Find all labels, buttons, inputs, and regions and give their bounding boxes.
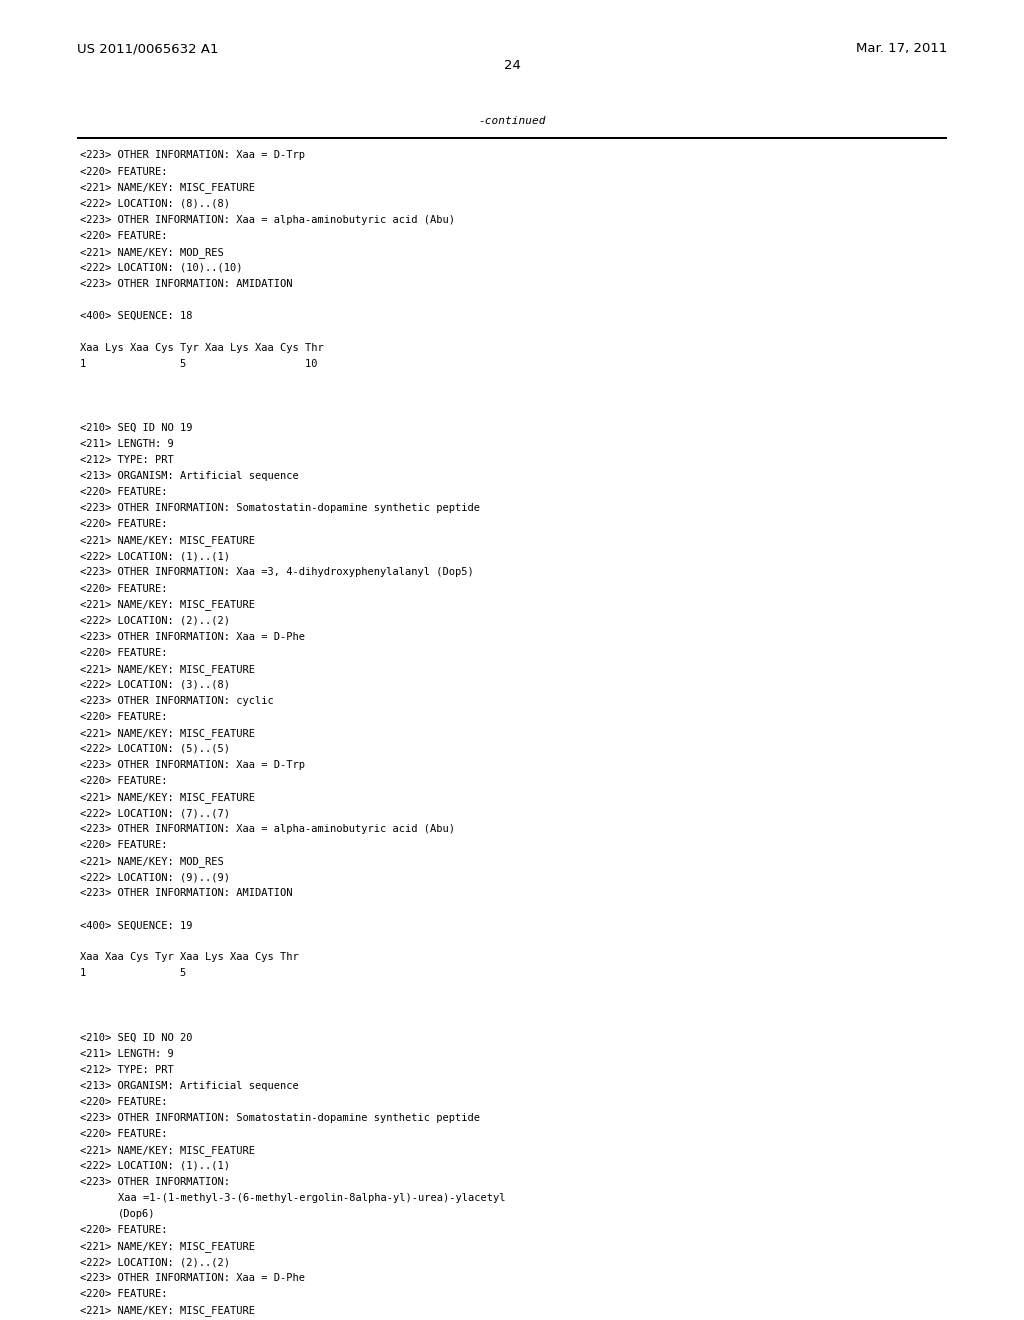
Text: <222> LOCATION: (5)..(5): <222> LOCATION: (5)..(5): [80, 744, 229, 754]
Text: Xaa Lys Xaa Cys Tyr Xaa Lys Xaa Cys Thr: Xaa Lys Xaa Cys Tyr Xaa Lys Xaa Cys Thr: [80, 343, 324, 352]
Text: <223> OTHER INFORMATION: AMIDATION: <223> OTHER INFORMATION: AMIDATION: [80, 279, 293, 289]
Text: <220> FEATURE:: <220> FEATURE:: [80, 711, 167, 722]
Text: <220> FEATURE:: <220> FEATURE:: [80, 583, 167, 594]
Text: <222> LOCATION: (9)..(9): <222> LOCATION: (9)..(9): [80, 873, 229, 882]
Text: <223> OTHER INFORMATION: Xaa = D-Trp: <223> OTHER INFORMATION: Xaa = D-Trp: [80, 760, 305, 770]
Text: <210> SEQ ID NO 20: <210> SEQ ID NO 20: [80, 1032, 193, 1043]
Text: -continued: -continued: [478, 116, 546, 127]
Text: <223> OTHER INFORMATION: Xaa = D-Phe: <223> OTHER INFORMATION: Xaa = D-Phe: [80, 1272, 305, 1283]
Text: <220> FEATURE:: <220> FEATURE:: [80, 231, 167, 240]
Text: Mar. 17, 2011: Mar. 17, 2011: [856, 42, 947, 55]
Text: <221> NAME/KEY: MISC_FEATURE: <221> NAME/KEY: MISC_FEATURE: [80, 1241, 255, 1251]
Text: <222> LOCATION: (3)..(8): <222> LOCATION: (3)..(8): [80, 680, 229, 690]
Text: <223> OTHER INFORMATION: Xaa =3, 4-dihydroxyphenylalanyl (Dop5): <223> OTHER INFORMATION: Xaa =3, 4-dihyd…: [80, 568, 474, 577]
Text: <221> NAME/KEY: MISC_FEATURE: <221> NAME/KEY: MISC_FEATURE: [80, 182, 255, 194]
Text: Xaa Xaa Cys Tyr Xaa Lys Xaa Cys Thr: Xaa Xaa Cys Tyr Xaa Lys Xaa Cys Thr: [80, 952, 299, 962]
Text: <211> LENGTH: 9: <211> LENGTH: 9: [80, 440, 174, 449]
Text: <220> FEATURE:: <220> FEATURE:: [80, 1290, 167, 1299]
Text: <212> TYPE: PRT: <212> TYPE: PRT: [80, 1065, 174, 1074]
Text: <222> LOCATION: (7)..(7): <222> LOCATION: (7)..(7): [80, 808, 229, 818]
Text: <223> OTHER INFORMATION: Somatostatin-dopamine synthetic peptide: <223> OTHER INFORMATION: Somatostatin-do…: [80, 1113, 480, 1123]
Text: US 2011/0065632 A1: US 2011/0065632 A1: [77, 42, 218, 55]
Text: <221> NAME/KEY: MISC_FEATURE: <221> NAME/KEY: MISC_FEATURE: [80, 792, 255, 803]
Text: <221> NAME/KEY: MISC_FEATURE: <221> NAME/KEY: MISC_FEATURE: [80, 664, 255, 675]
Text: <223> OTHER INFORMATION: AMIDATION: <223> OTHER INFORMATION: AMIDATION: [80, 888, 293, 898]
Text: <223> OTHER INFORMATION: Somatostatin-dopamine synthetic peptide: <223> OTHER INFORMATION: Somatostatin-do…: [80, 503, 480, 513]
Text: <223> OTHER INFORMATION:: <223> OTHER INFORMATION:: [80, 1177, 229, 1187]
Text: <223> OTHER INFORMATION: Xaa = alpha-aminobutyric acid (Abu): <223> OTHER INFORMATION: Xaa = alpha-ami…: [80, 824, 455, 834]
Text: <222> LOCATION: (1)..(1): <222> LOCATION: (1)..(1): [80, 552, 229, 561]
Text: <220> FEATURE:: <220> FEATURE:: [80, 1097, 167, 1106]
Text: <220> FEATURE:: <220> FEATURE:: [80, 776, 167, 785]
Text: <213> ORGANISM: Artificial sequence: <213> ORGANISM: Artificial sequence: [80, 471, 299, 482]
Text: <220> FEATURE:: <220> FEATURE:: [80, 487, 167, 498]
Text: <221> NAME/KEY: MISC_FEATURE: <221> NAME/KEY: MISC_FEATURE: [80, 536, 255, 546]
Text: <220> FEATURE:: <220> FEATURE:: [80, 166, 167, 177]
Text: 1               5: 1 5: [80, 969, 186, 978]
Text: <220> FEATURE:: <220> FEATURE:: [80, 1225, 167, 1236]
Text: <223> OTHER INFORMATION: Xaa = D-Phe: <223> OTHER INFORMATION: Xaa = D-Phe: [80, 631, 305, 642]
Text: <212> TYPE: PRT: <212> TYPE: PRT: [80, 455, 174, 465]
Text: <210> SEQ ID NO 19: <210> SEQ ID NO 19: [80, 424, 193, 433]
Text: <223> OTHER INFORMATION: Xaa = D-Trp: <223> OTHER INFORMATION: Xaa = D-Trp: [80, 150, 305, 161]
Text: <221> NAME/KEY: MISC_FEATURE: <221> NAME/KEY: MISC_FEATURE: [80, 1305, 255, 1316]
Text: <222> LOCATION: (8)..(8): <222> LOCATION: (8)..(8): [80, 198, 229, 209]
Text: <213> ORGANISM: Artificial sequence: <213> ORGANISM: Artificial sequence: [80, 1081, 299, 1090]
Text: (Dop6): (Dop6): [118, 1209, 156, 1218]
Text: <222> LOCATION: (10)..(10): <222> LOCATION: (10)..(10): [80, 263, 243, 273]
Text: <400> SEQUENCE: 18: <400> SEQUENCE: 18: [80, 312, 193, 321]
Text: <223> OTHER INFORMATION: Xaa = alpha-aminobutyric acid (Abu): <223> OTHER INFORMATION: Xaa = alpha-ami…: [80, 215, 455, 224]
Text: <400> SEQUENCE: 19: <400> SEQUENCE: 19: [80, 920, 193, 931]
Text: <221> NAME/KEY: MISC_FEATURE: <221> NAME/KEY: MISC_FEATURE: [80, 1144, 255, 1156]
Text: <223> OTHER INFORMATION: cyclic: <223> OTHER INFORMATION: cyclic: [80, 696, 273, 706]
Text: <220> FEATURE:: <220> FEATURE:: [80, 648, 167, 657]
Text: <220> FEATURE:: <220> FEATURE:: [80, 840, 167, 850]
Text: <222> LOCATION: (1)..(1): <222> LOCATION: (1)..(1): [80, 1160, 229, 1171]
Text: <221> NAME/KEY: MOD_RES: <221> NAME/KEY: MOD_RES: [80, 857, 223, 867]
Text: <221> NAME/KEY: MISC_FEATURE: <221> NAME/KEY: MISC_FEATURE: [80, 727, 255, 739]
Text: <222> LOCATION: (2)..(2): <222> LOCATION: (2)..(2): [80, 1257, 229, 1267]
Text: 24: 24: [504, 59, 520, 73]
Text: <221> NAME/KEY: MOD_RES: <221> NAME/KEY: MOD_RES: [80, 247, 223, 257]
Text: Xaa =1-(1-methyl-3-(6-methyl-ergolin-8alpha-yl)-urea)-ylacetyl: Xaa =1-(1-methyl-3-(6-methyl-ergolin-8al…: [118, 1193, 505, 1203]
Text: <211> LENGTH: 9: <211> LENGTH: 9: [80, 1048, 174, 1059]
Text: <220> FEATURE:: <220> FEATURE:: [80, 519, 167, 529]
Text: <221> NAME/KEY: MISC_FEATURE: <221> NAME/KEY: MISC_FEATURE: [80, 599, 255, 610]
Text: 1               5                   10: 1 5 10: [80, 359, 317, 370]
Text: <220> FEATURE:: <220> FEATURE:: [80, 1129, 167, 1139]
Text: <222> LOCATION: (2)..(2): <222> LOCATION: (2)..(2): [80, 615, 229, 626]
